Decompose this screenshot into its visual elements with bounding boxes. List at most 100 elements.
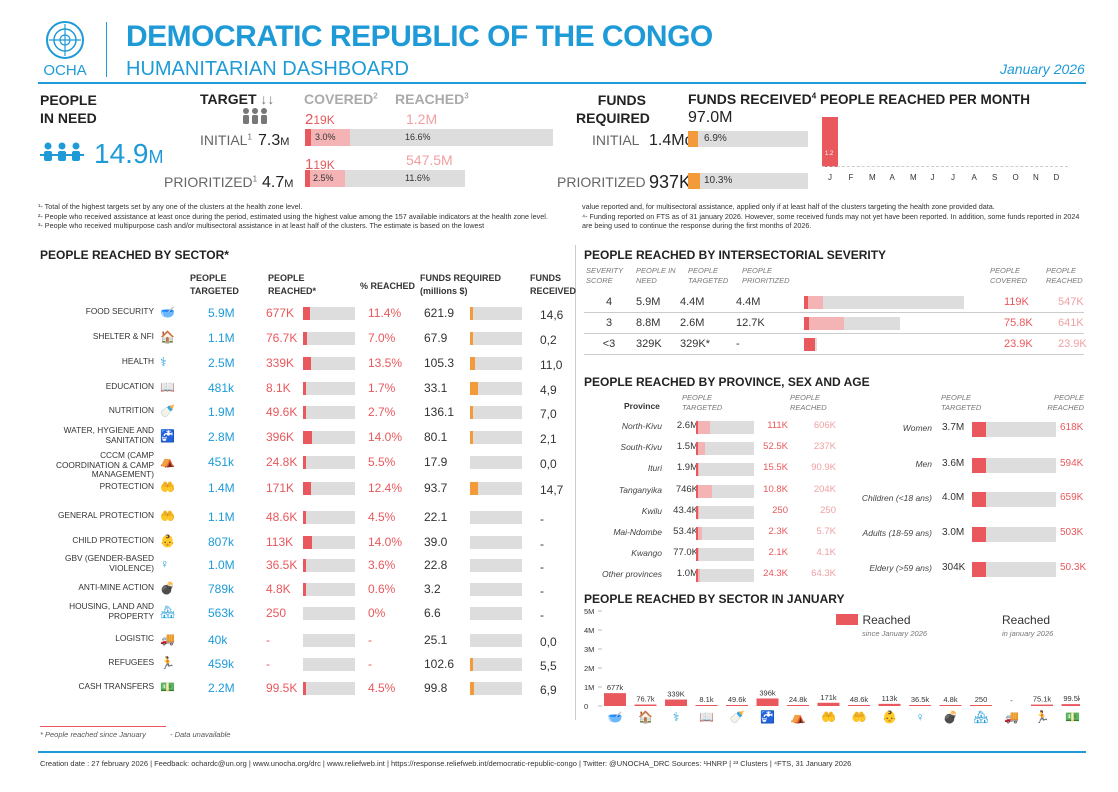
severity-col-header: PEOPLE IN NEED bbox=[636, 266, 676, 285]
sector-name: FOOD SECURITY bbox=[85, 306, 154, 316]
legend-reached: * People reached since January bbox=[40, 730, 146, 739]
jan-bar-label: 171k bbox=[820, 693, 837, 702]
jan-bar-label: - bbox=[1010, 696, 1013, 705]
sector-name: HEALTH bbox=[121, 356, 154, 366]
province-covered: 24.3K bbox=[763, 568, 788, 580]
sector-reached-bar bbox=[303, 482, 355, 495]
sector-row: PROTECTION 🤲 1.4M 171K 12.4% 93.7 14,7 bbox=[0, 480, 580, 503]
severity-col-header: PEOPLE REACHED bbox=[1046, 266, 1083, 285]
page-subtitle: HUMANITARIAN DASHBOARD bbox=[126, 58, 409, 80]
prio-covered-fill bbox=[305, 170, 310, 187]
sector-reached-bar bbox=[303, 406, 355, 419]
jan-bar-label: 75.1k bbox=[1033, 695, 1052, 704]
sector-funds-required: 102.6 bbox=[424, 657, 455, 671]
jan-bar bbox=[756, 698, 779, 706]
severity-pin: 8.8M bbox=[636, 317, 661, 329]
sector-name: PROTECTION bbox=[99, 481, 154, 491]
jan-bar-label: 4.8k bbox=[943, 695, 957, 704]
jan-bar bbox=[909, 705, 931, 706]
sector-name: ANTI-MINE ACTION bbox=[78, 582, 154, 592]
province-col-header: PEOPLE TARGETED bbox=[682, 393, 723, 412]
sector-reached-bar bbox=[303, 607, 355, 620]
sector-col-header: PEOPLE TARGETED bbox=[190, 273, 239, 296]
severity-score: 3 bbox=[605, 317, 613, 329]
initial-covered: 219K bbox=[305, 111, 335, 128]
funds-prio-fill bbox=[688, 173, 700, 189]
funds-initial-bar: 6.9% bbox=[688, 131, 808, 147]
sector-name: HOUSING, LAND AND PROPERTY bbox=[69, 601, 154, 621]
arrows-down-icon: ↓↓ bbox=[260, 91, 275, 107]
sector-title: PEOPLE REACHED BY SECTOR* bbox=[40, 248, 229, 262]
sector-targeted: 1.1M bbox=[208, 510, 235, 524]
funds-initial-label: INITIAL bbox=[592, 132, 640, 148]
province-covered: 2.3K bbox=[768, 526, 788, 537]
y-tick-label: 0 bbox=[584, 702, 588, 711]
month-label: D bbox=[1053, 173, 1060, 182]
month-label: A bbox=[889, 173, 895, 182]
sector-icon: 📖 bbox=[160, 380, 175, 394]
sector-reached-bar bbox=[303, 382, 355, 395]
sector-funds-required: 3.2 bbox=[424, 582, 441, 596]
province-reached: 204K bbox=[813, 483, 836, 495]
sector-funds-required: 17.9 bbox=[424, 455, 448, 469]
initial-reached-fill bbox=[305, 129, 350, 146]
province-name: Kwilu bbox=[641, 505, 662, 516]
funds-received-value: 97.0M bbox=[688, 109, 733, 126]
severity-col-header: PEOPLE COVERED bbox=[990, 266, 1028, 285]
jan-bar bbox=[695, 705, 718, 706]
sector-row: CASH TRANSFERS 💵 2.2M 99.5K 4.5% 99.8 6,9 bbox=[0, 680, 580, 703]
province-targeted: 53.4K bbox=[673, 526, 698, 537]
sector-name: CHILD PROTECTION bbox=[72, 535, 154, 545]
sector-funds-required: 25.1 bbox=[424, 633, 448, 647]
sector-reached: 76.7K bbox=[266, 331, 298, 345]
sector-row: FOOD SECURITY 🥣 5.9M 677K 11.4% 621.9 14,6 bbox=[0, 305, 580, 328]
province-bar bbox=[696, 527, 754, 540]
per-month-title: PEOPLE REACHED PER MONTH bbox=[820, 92, 1031, 107]
prio-target: 4.7M bbox=[262, 174, 294, 191]
sector-funds-required: 22.8 bbox=[424, 558, 448, 572]
sector-funds-received: 6,9 bbox=[540, 683, 557, 697]
province-targeted: 1.5M bbox=[676, 441, 698, 453]
initial-covered-fill bbox=[305, 129, 311, 146]
jan-bar-label: 677k bbox=[607, 683, 624, 692]
sector-reached-bar bbox=[303, 357, 355, 370]
sector-reached: - bbox=[266, 657, 270, 671]
province-row: North-Kivu 2.6M 111K 606K bbox=[584, 418, 854, 438]
target-label: TARGET ↓↓ bbox=[200, 91, 275, 107]
sector-icon: 🏘 bbox=[973, 710, 988, 724]
covered-label: COVERED2 bbox=[304, 91, 378, 107]
jan-bar bbox=[939, 705, 962, 706]
sector-funds-required: 93.7 bbox=[424, 481, 448, 495]
jan-bar-label: 250 bbox=[975, 695, 988, 704]
ocha-label: OCHA bbox=[43, 62, 87, 79]
sector-targeted: 1.4M bbox=[208, 481, 235, 495]
sector-reached: 48.6K bbox=[266, 510, 298, 524]
province-name: Kwango bbox=[631, 548, 662, 559]
sector-pct: 0.6% bbox=[368, 582, 396, 596]
sector-row: CCCM (CAMP COORDINATION & CAMP MANAGEMEN… bbox=[0, 450, 580, 478]
month-label: S bbox=[992, 173, 998, 182]
sector-targeted: 1.0M bbox=[208, 558, 235, 572]
sector-targeted: 451k bbox=[208, 455, 235, 469]
sector-row: EDUCATION 📖 481k 8.1K 1.7% 33.1 4,9 bbox=[0, 380, 580, 403]
sex-col-header: PEOPLE REACHED bbox=[1047, 393, 1084, 412]
sector-pct: 14.0% bbox=[368, 535, 403, 549]
sector-targeted: 1.1M bbox=[208, 331, 235, 345]
sector-pct: 14.0% bbox=[368, 430, 403, 444]
sector-funds-required: 80.1 bbox=[424, 430, 448, 444]
sector-name: CASH TRANSFERS bbox=[78, 681, 154, 691]
severity-reached: 547K bbox=[1058, 296, 1084, 308]
sector-funds-received: 4,9 bbox=[540, 383, 557, 397]
sector-funds-bar bbox=[470, 559, 522, 572]
sector-icon: ⛺ bbox=[160, 454, 175, 468]
sex-age-row: Men 3.6M 594K bbox=[850, 456, 1090, 476]
funds-prio-value: 937K bbox=[649, 172, 692, 192]
severity-bar bbox=[804, 317, 900, 330]
sector-funds-received: - bbox=[540, 537, 544, 551]
sector-icon: 🍼 bbox=[730, 710, 745, 724]
severity-pin: 329K bbox=[636, 338, 662, 350]
sector-pct: 4.5% bbox=[368, 681, 396, 695]
sector-targeted: 40k bbox=[208, 633, 228, 647]
sector-icon: 🤲 bbox=[160, 509, 175, 523]
sex-col-header: PEOPLE TARGETED bbox=[941, 393, 982, 412]
